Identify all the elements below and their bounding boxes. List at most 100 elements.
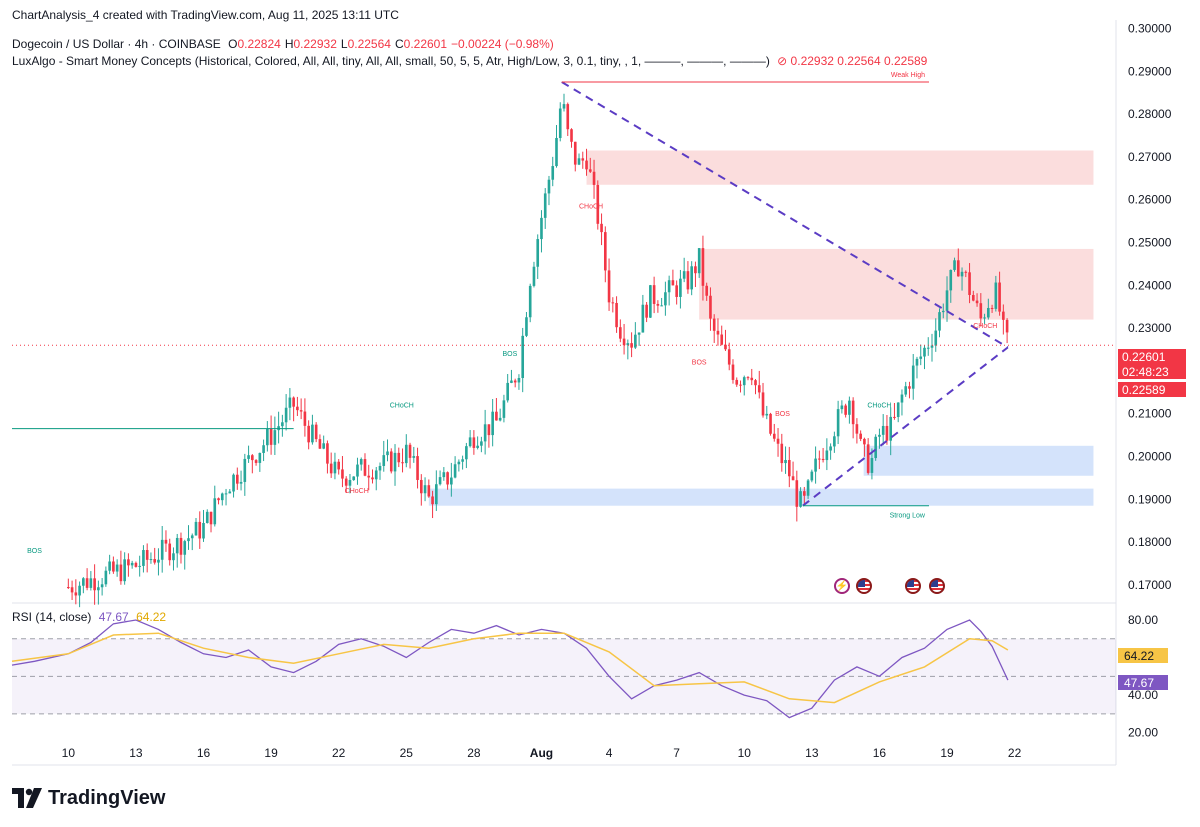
candle [536, 234, 540, 279]
candle [412, 446, 416, 463]
candle-body [269, 428, 273, 445]
candle [855, 418, 859, 444]
candle-body [945, 290, 949, 311]
candle-body [386, 451, 389, 456]
tradingview-logo: TradingView [12, 786, 165, 810]
candle [70, 580, 74, 600]
created-line: ChartAnalysis_4 created with TradingView… [12, 8, 399, 22]
candle [803, 486, 806, 506]
trendline [561, 81, 1009, 349]
candle [239, 470, 243, 491]
candle [742, 375, 746, 396]
candle-body [750, 377, 754, 381]
candle [990, 304, 994, 313]
candle [382, 440, 386, 472]
candle [900, 389, 904, 416]
price-tick-label: 0.21000 [1128, 407, 1172, 421]
candle-body [224, 493, 228, 495]
candle [660, 297, 663, 307]
candle-body [814, 458, 817, 472]
candle [67, 578, 70, 589]
candle-body [971, 295, 975, 301]
indicator-legend[interactable]: LuxAlgo - Smart Money Concepts (Historic… [12, 54, 927, 68]
candle-body [67, 587, 70, 589]
structure-label: BOS [775, 411, 790, 418]
candle-body [179, 537, 183, 555]
candle [930, 333, 934, 362]
candle [889, 407, 893, 456]
price-tick-label: 0.23000 [1128, 321, 1172, 335]
candle-body [517, 378, 521, 383]
candle-body [435, 484, 438, 505]
candle [404, 434, 408, 468]
price-tick-label: 0.18000 [1128, 535, 1172, 549]
candle [468, 430, 472, 448]
candle-body [382, 455, 386, 466]
lightning-event-icon[interactable]: ⚡ [834, 578, 850, 594]
candle [127, 553, 130, 577]
candle [367, 464, 371, 491]
candle [281, 414, 284, 437]
candle-body [356, 464, 359, 477]
us-flag-event-icon[interactable] [929, 578, 945, 594]
order-block-zones [428, 150, 1094, 506]
candle [157, 548, 160, 576]
candle-body [941, 310, 945, 313]
candle [712, 314, 716, 343]
candle-body [446, 472, 449, 485]
candle-body [115, 564, 119, 572]
candle-body [363, 459, 367, 476]
ohlc-item: H0.22932 [284, 37, 337, 51]
candle [269, 415, 273, 455]
candle-body [70, 587, 74, 593]
candle-body [592, 171, 596, 185]
candle [299, 398, 303, 420]
candle-body [397, 452, 401, 463]
candle-body [637, 332, 641, 335]
candle [765, 405, 769, 420]
candle [521, 327, 525, 393]
candle [630, 332, 633, 358]
candle-body [757, 385, 761, 393]
candle-body [570, 129, 573, 142]
candle-body [266, 428, 269, 446]
time-tick-label: 7 [673, 746, 680, 760]
candle-body [799, 491, 802, 507]
candle-body [562, 104, 566, 109]
candle [525, 311, 528, 338]
candle-body [671, 280, 675, 286]
candle [844, 403, 847, 418]
candle [356, 457, 359, 485]
candle-body [622, 338, 626, 346]
candle-body [307, 425, 310, 443]
candle-body [795, 480, 799, 507]
tradingview-logo-text: TradingView [48, 786, 166, 809]
candle-body [393, 452, 397, 472]
candle-body [85, 578, 89, 588]
rsi-legend[interactable]: RSI (14, close) 47.67 64.22 [12, 610, 166, 624]
time-tick-label: 28 [467, 746, 481, 760]
us-flag-event-icon[interactable] [856, 578, 872, 594]
candle [435, 470, 438, 511]
candle-body [468, 437, 472, 447]
ohlc-item: −0.00224 (−0.98%) [451, 37, 554, 51]
candle-body [232, 474, 235, 492]
symbol-legend[interactable]: Dogecoin / US Dollar · 4h · COINBASE O0.… [12, 37, 554, 51]
candle-body [175, 537, 179, 554]
candle-body [675, 285, 678, 297]
candle [292, 396, 295, 422]
us-flag-event-icon[interactable] [905, 578, 921, 594]
candle [540, 210, 543, 253]
candle-body [825, 450, 829, 461]
candle [472, 430, 476, 455]
candle [840, 400, 844, 414]
rsi-line [11, 619, 1009, 719]
candle [878, 428, 881, 449]
candle [85, 568, 89, 591]
candle-body [205, 511, 209, 523]
candle-body [401, 462, 404, 464]
candle-body [284, 407, 288, 423]
candle [859, 430, 862, 442]
candle [190, 533, 194, 551]
rsi-tick-label: 40.00 [1128, 688, 1158, 702]
